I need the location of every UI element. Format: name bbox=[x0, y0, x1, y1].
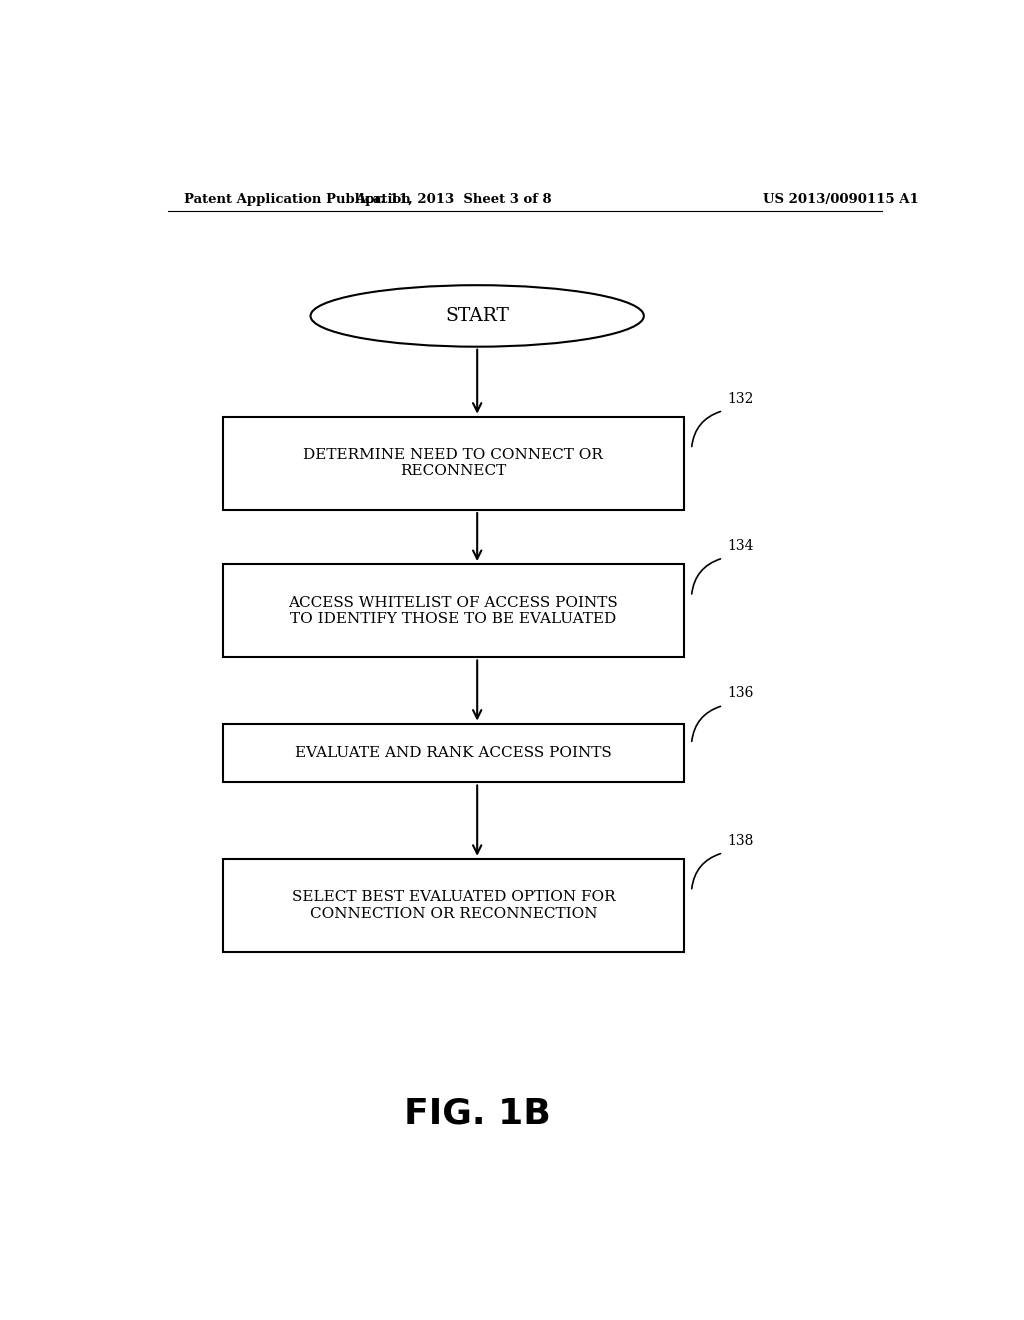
Text: FIG. 1B: FIG. 1B bbox=[403, 1097, 551, 1131]
Text: DETERMINE NEED TO CONNECT OR
RECONNECT: DETERMINE NEED TO CONNECT OR RECONNECT bbox=[303, 449, 603, 478]
Bar bbox=[223, 859, 684, 952]
Text: 132: 132 bbox=[727, 392, 754, 405]
Bar bbox=[223, 723, 684, 783]
Text: START: START bbox=[445, 308, 509, 325]
Bar bbox=[223, 564, 684, 657]
Text: Patent Application Publication: Patent Application Publication bbox=[183, 193, 411, 206]
Text: 134: 134 bbox=[727, 539, 754, 553]
Text: ACCESS WHITELIST OF ACCESS POINTS
TO IDENTIFY THOSE TO BE EVALUATED: ACCESS WHITELIST OF ACCESS POINTS TO IDE… bbox=[289, 595, 618, 626]
Text: 136: 136 bbox=[727, 686, 754, 701]
Text: US 2013/0090115 A1: US 2013/0090115 A1 bbox=[763, 193, 919, 206]
Text: EVALUATE AND RANK ACCESS POINTS: EVALUATE AND RANK ACCESS POINTS bbox=[295, 746, 611, 760]
Bar bbox=[223, 417, 684, 510]
Text: Apr. 11, 2013  Sheet 3 of 8: Apr. 11, 2013 Sheet 3 of 8 bbox=[355, 193, 552, 206]
Text: 138: 138 bbox=[727, 834, 754, 847]
Text: SELECT BEST EVALUATED OPTION FOR
CONNECTION OR RECONNECTION: SELECT BEST EVALUATED OPTION FOR CONNECT… bbox=[292, 891, 615, 920]
